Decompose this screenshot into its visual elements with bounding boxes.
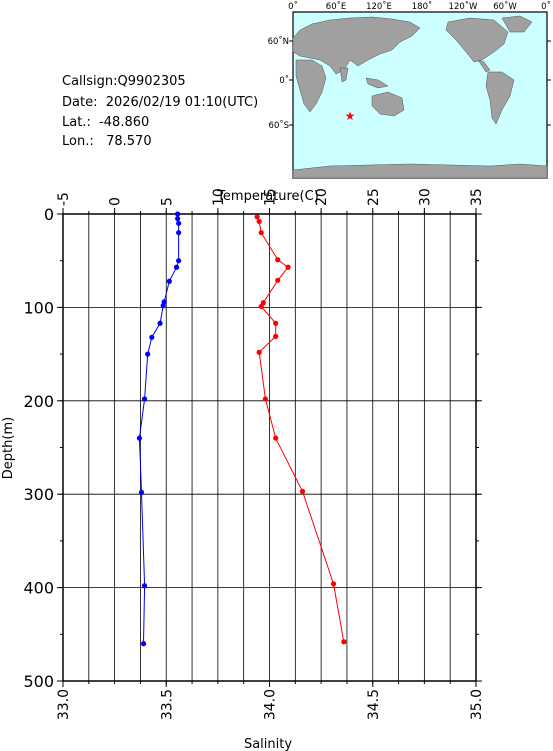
salinity-point	[299, 488, 306, 494]
salinity-axis: 33.0 33.5 34.0 34.5 35.0	[56, 681, 485, 720]
depth-axis: 0 100 200 300 400 500	[23, 205, 482, 691]
salinity-point	[258, 230, 264, 236]
salinity-tick-label: 34.0	[263, 689, 279, 720]
map-land	[292, 15, 548, 179]
temperature-axis: -5 0 5 10 15 20 25 30 35	[56, 188, 485, 214]
temperature-tick-label: 10	[211, 188, 227, 206]
location-map: 0˚ 60˚E 120˚E 180˚ 120˚W 60˚W 0˚ 60˚N 0˚…	[268, 1, 551, 179]
temperature-tick-label: 30	[417, 188, 433, 206]
temperature-point	[175, 216, 181, 222]
temperature-point	[145, 351, 151, 357]
depth-tick-label: 200	[23, 392, 54, 411]
temperature-tick-label: 0	[108, 197, 124, 206]
salinity-point	[330, 581, 337, 587]
temperature-tick-label: 35	[469, 188, 485, 206]
temperature-tick-label: 5	[159, 197, 175, 206]
salinity-point	[273, 435, 279, 441]
map-lat-labels: 60˚N 0˚ 60˚S	[268, 36, 289, 131]
depth-axis-title: Depth(m)	[1, 417, 16, 479]
temperature-axis-title: Temperature(C)	[216, 189, 319, 204]
depth-tick-label: 0	[44, 205, 54, 224]
info-callsign: Callsign:Q9902305	[62, 74, 186, 89]
temperature-point	[175, 211, 181, 217]
temperature-point	[149, 334, 155, 340]
salinity-point	[275, 257, 281, 263]
map-lon-label: 180˚	[412, 1, 432, 12]
temperature-tick-label: 25	[366, 188, 382, 206]
salinity-tick-label: 35.0	[469, 689, 485, 720]
temperature-point	[176, 230, 182, 236]
salinity-point	[256, 218, 262, 225]
star-icon: ★	[345, 109, 356, 123]
map-lon-label: 0˚	[288, 1, 298, 12]
salinity-tick-label: 34.5	[366, 689, 382, 720]
salinity-tick-label: 33.0	[56, 689, 72, 720]
salinity-point	[285, 264, 291, 270]
temperature-point	[138, 489, 145, 495]
temperature-point	[176, 258, 182, 264]
map-lon-label: 60˚E	[326, 1, 346, 12]
info-date: Date: 2026/02/19 01:10(UTC)	[62, 95, 259, 110]
salinity-point	[258, 303, 264, 310]
temperature-point	[166, 278, 172, 284]
temperature-point	[141, 583, 148, 589]
info-lon: Lon.: 78.570	[62, 134, 152, 149]
map-lat-label: 60˚N	[268, 36, 289, 47]
salinity-point	[262, 396, 268, 402]
salinity-point	[273, 320, 279, 326]
map-lon-labels: 0˚ 60˚E 120˚E 180˚ 120˚W 60˚W 0˚	[288, 1, 551, 12]
temperature-point	[141, 396, 148, 402]
salinity-axis-title: Salinity	[244, 737, 292, 751]
temperature-point	[160, 302, 166, 309]
map-lon-label: 120˚E	[366, 1, 392, 12]
salinity-point	[273, 333, 279, 339]
temperature-point	[136, 435, 143, 441]
depth-tick-label: 100	[23, 298, 54, 317]
map-lon-label: 60˚W	[493, 1, 517, 12]
salinity-point	[341, 639, 347, 645]
depth-tick-label: 400	[23, 579, 54, 598]
salinity-tick-label: 33.5	[159, 689, 175, 720]
salinity-line	[256, 216, 345, 642]
temperature-tick-label: -5	[56, 192, 72, 206]
temperature-point	[157, 320, 163, 326]
temperature-tick-label: 15	[263, 188, 279, 206]
temperature-line	[138, 214, 180, 644]
map-lat-label: 60˚S	[269, 120, 289, 131]
temperature-tick-label: 20	[314, 188, 330, 206]
chart-series	[136, 211, 347, 647]
salinity-point	[275, 277, 281, 283]
info-lat: Lat.: -48.860	[62, 115, 150, 130]
temperature-point	[173, 264, 180, 270]
map-lat-label: 0˚	[279, 75, 289, 86]
map-lon-label: 0˚	[541, 1, 551, 12]
chart-grid	[62, 213, 477, 682]
salinity-point	[256, 349, 262, 355]
depth-tick-label: 300	[23, 485, 54, 504]
salinity-point	[254, 214, 260, 220]
depth-tick-label: 500	[23, 672, 54, 691]
temperature-point	[176, 220, 182, 226]
map-lon-label: 120˚W	[449, 1, 478, 12]
temperature-point	[140, 641, 147, 647]
